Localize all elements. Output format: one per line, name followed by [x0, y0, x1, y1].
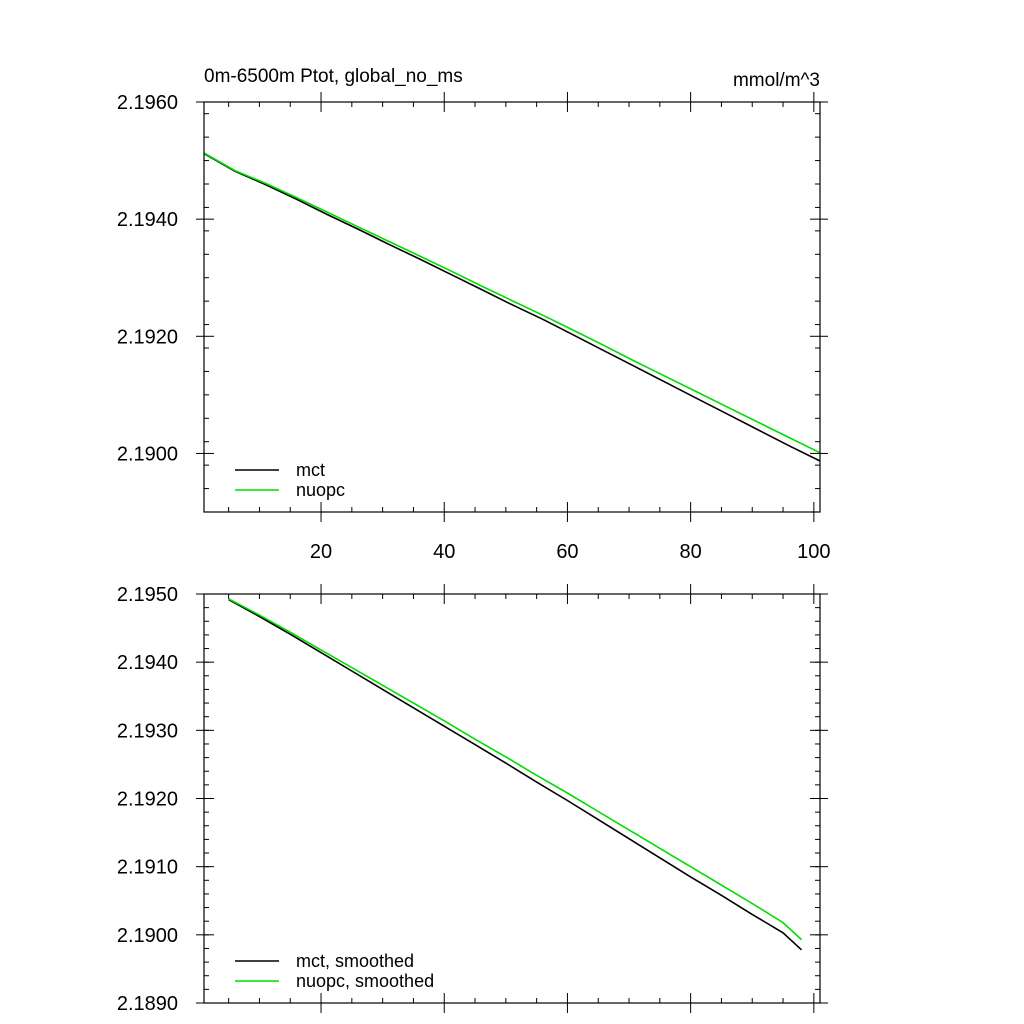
x-tick-label: 60 [556, 541, 578, 563]
top-series-lines [203, 152, 821, 462]
bottom-tick-labels: 2.1890 2.1900 2.1910 2.1920 2.1930 2.1940 2.19… [117, 584, 178, 1015]
y-tick-label: 2.1920 [117, 326, 178, 348]
bottom-panel: 2.1890 2.1900 2.1910 2.1920 2.1930 2.1940 2.19… [117, 584, 828, 1015]
top-plot-frame [203, 101, 821, 513]
y-tick-label: 2.1940 [117, 209, 178, 231]
units-label: mmol/m^3 [733, 70, 820, 91]
legend-label: nuopc, smoothed [296, 971, 434, 991]
x-tick-label: 20 [310, 541, 332, 563]
series-line-0 [203, 152, 821, 462]
top-axis-ticks [196, 92, 828, 522]
x-tick-label: 100 [797, 541, 830, 563]
y-tick-label: 2.1910 [117, 857, 178, 879]
series-line-0 [228, 598, 803, 951]
y-tick-label: 2.1930 [117, 720, 178, 742]
top-tick-labels: 2.1900 2.1920 2.1940 2.1960 20 40 60 80 100 [117, 92, 831, 563]
y-tick-label: 2.1960 [117, 92, 178, 114]
y-tick-label: 2.1900 [117, 443, 178, 465]
legend-label: mct, smoothed [296, 951, 414, 971]
series-line-1 [228, 598, 803, 941]
bottom-axis-ticks [196, 584, 828, 1013]
legend-label: nuopc [296, 480, 345, 500]
x-tick-label: 40 [433, 541, 455, 563]
y-tick-label: 2.1890 [117, 993, 178, 1015]
legend-label: mct [296, 460, 325, 480]
series-line-1 [203, 152, 821, 454]
x-tick-label: 80 [680, 541, 702, 563]
y-tick-label: 2.1940 [117, 652, 178, 674]
chart-title: 0m-6500m Ptot, global_no_ms [204, 66, 463, 87]
y-tick-label: 2.1900 [117, 925, 178, 947]
bottom-series-lines [228, 598, 803, 951]
top-panel: 0m-6500m Ptot, global_no_ms mmol/m^3 2.1… [117, 66, 831, 563]
bottom-plot-frame [203, 593, 821, 1004]
y-tick-label: 2.1920 [117, 789, 178, 811]
y-tick-label: 2.1950 [117, 584, 178, 606]
